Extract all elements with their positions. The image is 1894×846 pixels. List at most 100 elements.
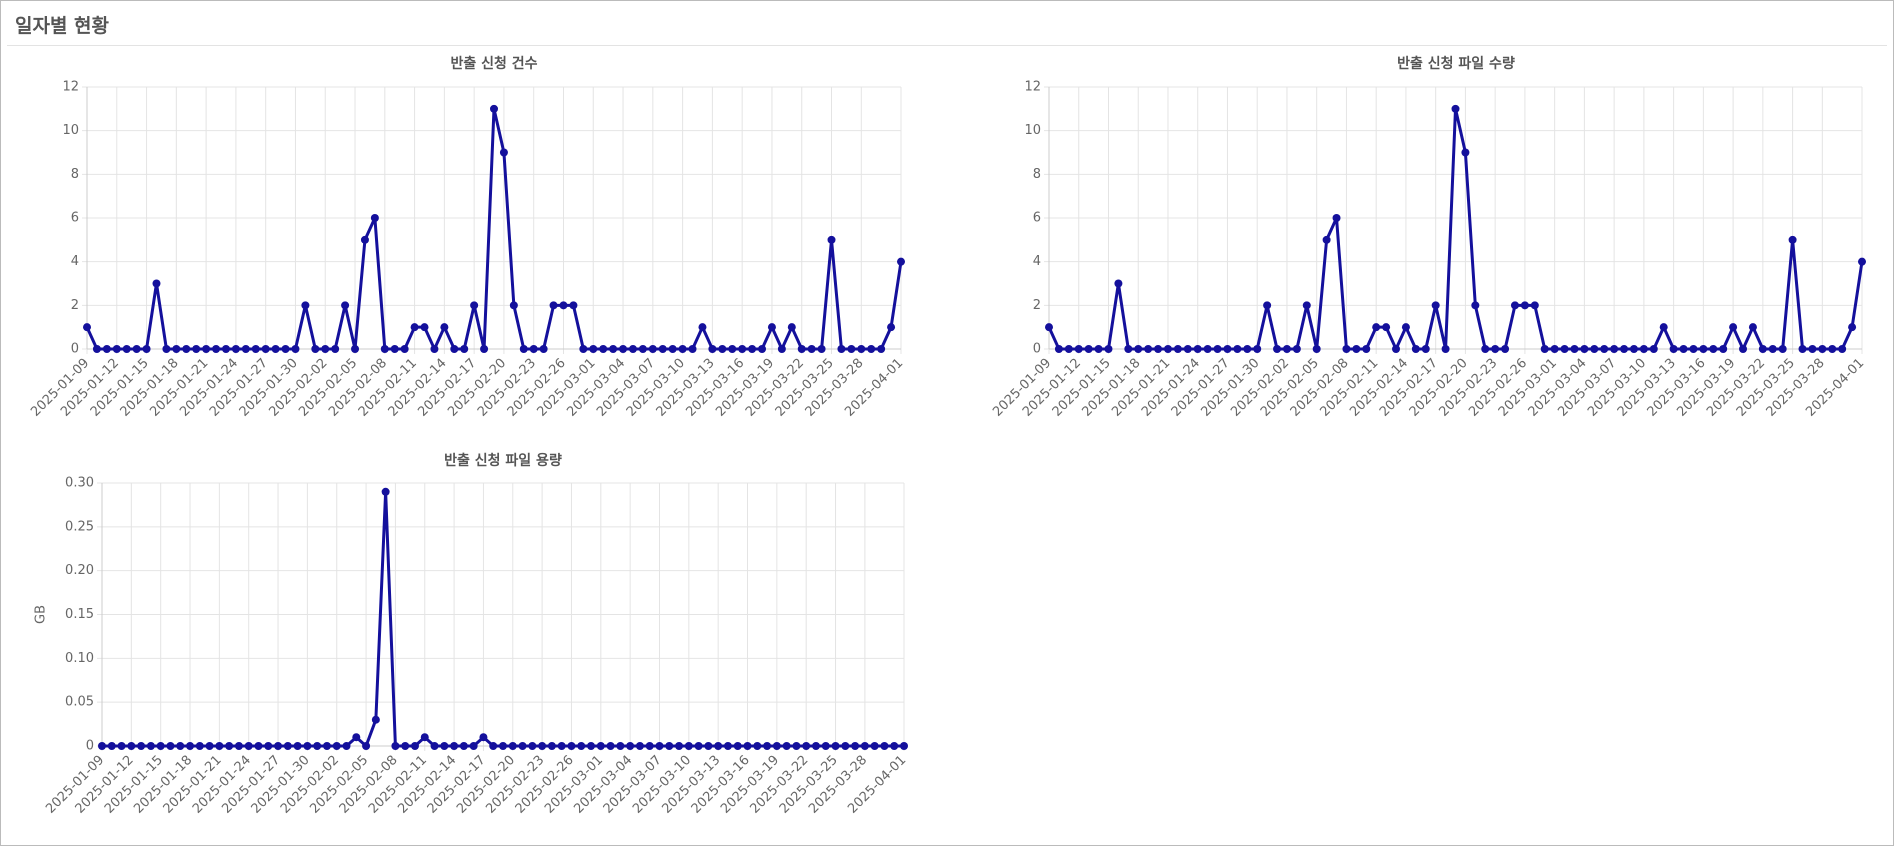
point	[767, 323, 776, 332]
point	[1699, 345, 1708, 353]
point	[186, 742, 195, 750]
point	[1054, 345, 1063, 353]
point	[499, 742, 507, 750]
point	[1530, 301, 1539, 310]
point	[322, 742, 331, 750]
point	[202, 345, 211, 353]
point	[890, 742, 899, 750]
y-tick-label: 4	[1033, 254, 1041, 269]
point	[538, 742, 547, 750]
point	[146, 742, 155, 750]
point	[499, 148, 508, 157]
point	[728, 345, 737, 353]
point	[479, 733, 488, 742]
point	[694, 742, 703, 750]
point	[1193, 345, 1202, 353]
point	[370, 214, 379, 222]
point	[827, 235, 836, 244]
point	[821, 742, 830, 750]
point	[132, 345, 141, 353]
point	[1788, 235, 1797, 244]
point	[1392, 345, 1401, 353]
point	[112, 345, 121, 353]
point	[332, 742, 341, 750]
point	[797, 345, 806, 353]
point	[837, 345, 846, 353]
point	[1263, 301, 1272, 310]
point	[1481, 345, 1490, 353]
y-tick-label: 12	[1024, 80, 1041, 95]
point	[782, 742, 791, 750]
point	[708, 345, 717, 353]
point	[117, 742, 126, 750]
point	[1461, 148, 1470, 157]
point	[1342, 345, 1351, 353]
point	[1709, 345, 1718, 353]
point	[723, 742, 732, 750]
point	[420, 733, 429, 742]
y-tick-label: 12	[62, 80, 79, 95]
point	[1729, 323, 1738, 332]
y-tick-label: 2	[71, 298, 79, 313]
point	[529, 345, 538, 353]
point	[1491, 345, 1500, 353]
point	[293, 742, 302, 750]
point	[638, 345, 647, 353]
point	[1292, 345, 1301, 353]
panel-title: 일자별 현황	[15, 15, 110, 37]
point	[221, 345, 230, 353]
point	[311, 345, 320, 353]
y-tick-label: 6	[1033, 211, 1041, 226]
point	[857, 345, 866, 353]
point	[557, 742, 566, 750]
point	[470, 301, 479, 310]
point	[291, 345, 300, 353]
point	[152, 279, 161, 288]
point	[807, 345, 816, 353]
point	[1332, 214, 1341, 222]
point	[733, 742, 742, 750]
point	[122, 345, 131, 353]
point	[1253, 345, 1262, 353]
point	[599, 345, 608, 353]
point	[172, 345, 181, 353]
point	[205, 742, 214, 750]
point	[390, 345, 399, 353]
point	[772, 742, 781, 750]
point	[668, 345, 677, 353]
point	[870, 742, 879, 750]
point	[900, 742, 908, 750]
point	[342, 742, 351, 750]
point	[1550, 345, 1559, 353]
point	[352, 733, 361, 742]
point	[1689, 345, 1698, 353]
point	[880, 742, 889, 750]
point	[1471, 301, 1480, 310]
y-tick-label: 0.05	[65, 695, 94, 710]
chart-title: 반출 신청 건수	[450, 55, 537, 72]
point	[231, 345, 240, 353]
point	[1560, 345, 1569, 353]
point	[371, 715, 380, 724]
point	[241, 345, 250, 353]
point	[1570, 345, 1579, 353]
point	[264, 742, 273, 750]
point	[251, 345, 260, 353]
point	[1352, 345, 1361, 353]
point	[303, 742, 312, 750]
point	[1669, 345, 1678, 353]
point	[547, 742, 556, 750]
point	[1719, 345, 1728, 353]
point	[579, 345, 588, 353]
point	[508, 742, 517, 750]
point	[102, 345, 111, 353]
point	[261, 345, 270, 353]
point	[1858, 257, 1866, 266]
point	[587, 742, 596, 750]
line	[102, 491, 904, 749]
point	[528, 742, 537, 750]
point	[1322, 235, 1331, 244]
point	[459, 742, 468, 750]
point	[792, 742, 801, 750]
point	[1778, 345, 1787, 353]
